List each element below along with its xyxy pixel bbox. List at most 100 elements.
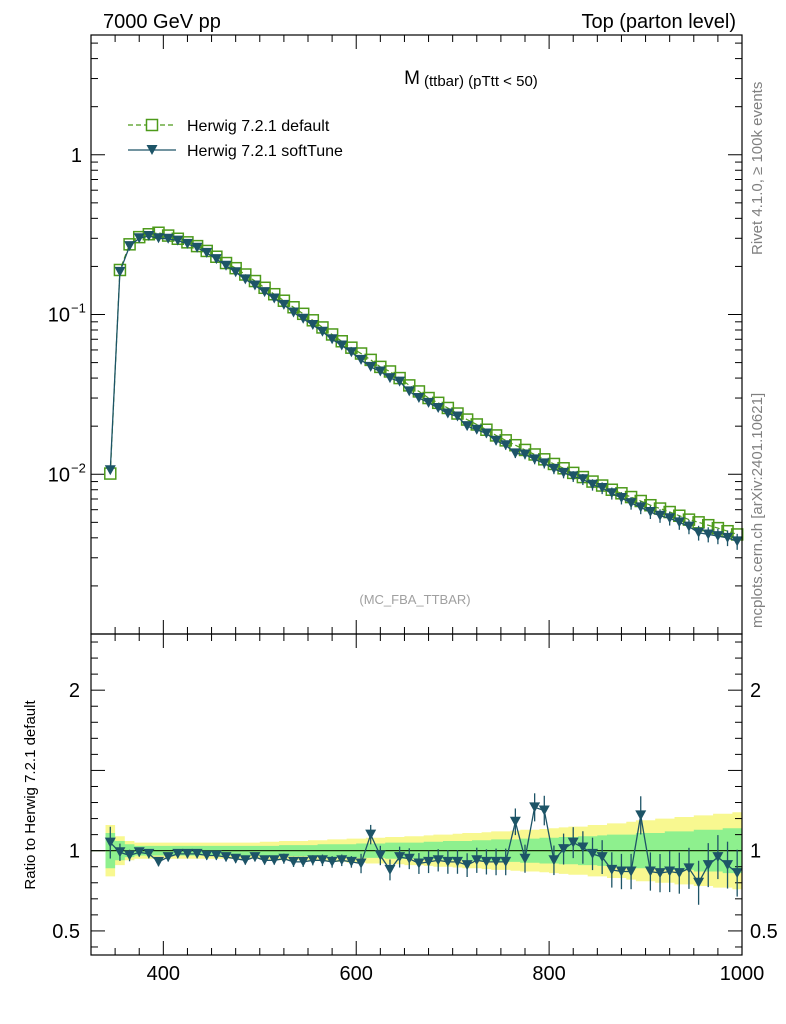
softtune-series-point [423, 397, 435, 408]
ratio-series-point [230, 853, 242, 864]
ratio-series-point [355, 858, 367, 869]
softtune-series-point [162, 233, 174, 244]
softtune-series-point [519, 449, 531, 460]
softtune-series-point [355, 354, 367, 365]
softtune-series-point [442, 408, 454, 419]
softtune-series-point [722, 532, 734, 543]
analysis-watermark: (MC_FBA_TTBAR) [359, 592, 470, 607]
softtune-series-point [567, 471, 579, 482]
ratio-series-point [297, 856, 309, 867]
softtune-series-point [548, 463, 560, 474]
ratio-series-point [210, 850, 222, 861]
ratio-y-tick-label-left: 0.5 [52, 921, 80, 943]
ratio-series-point [423, 856, 435, 867]
softtune-series-point [394, 376, 406, 387]
legend-softtune-label: Herwig 7.2.1 softTune [187, 143, 343, 160]
softtune-series-point [683, 521, 695, 532]
legend-default-label: Herwig 7.2.1 default [187, 118, 330, 135]
ratio-y-tick-label-right: 2 [750, 680, 761, 702]
ratio-data-layer [104, 793, 743, 905]
ratio-y-axis-label: Ratio to Herwig 7.2.1 default [22, 700, 39, 890]
softtune-series-point [230, 267, 242, 278]
ratio-series-point [104, 837, 116, 848]
ratio-series-point [201, 850, 213, 861]
softtune-series-point [374, 366, 386, 377]
softtune-series-point [201, 247, 213, 258]
main-panel: 10 −210 −11 M (ttbar) (pTtt < 50) (MC_FBA_… [48, 34, 744, 635]
main-y-tick-exponent: −2 [71, 460, 86, 475]
softtune-series-point [712, 531, 724, 542]
ratio-series-point [471, 855, 483, 866]
ratio-series-point [384, 864, 396, 875]
softtune-series-point [673, 517, 685, 528]
softtune-series-point [461, 421, 473, 432]
softtune-series-point [172, 235, 184, 246]
softtune-series-point [587, 479, 599, 490]
rivet-version-label: Rivet 4.1.0, ≥ 100k events [749, 82, 766, 255]
ratio-series-point [326, 856, 338, 867]
softtune-series-point [191, 242, 203, 253]
main-y-tick-labels: 10 −210 −11 [48, 145, 86, 486]
ratio-series-point [490, 856, 502, 867]
ratio-series-point [693, 877, 705, 888]
softtune-series-point [413, 393, 425, 404]
ratio-x-tick-label: 400 [147, 963, 180, 985]
softtune-series-point [490, 435, 502, 446]
ratio-y-tick-label-right: 0.5 [750, 921, 778, 943]
ratio-series-point [461, 860, 473, 871]
softtune-series-point [664, 513, 676, 524]
softtune-series-point [133, 233, 145, 244]
ratio-series-point [451, 856, 463, 867]
softtune-series-point [259, 287, 271, 298]
ratio-series-point [644, 866, 656, 877]
ratio-series-point [316, 855, 328, 866]
softtune-series-point [403, 386, 415, 397]
ratio-series-point [259, 855, 271, 866]
softtune-series-point [307, 319, 319, 330]
header-right: Top (parton level) [581, 11, 736, 33]
ratio-series-point [673, 868, 685, 879]
ratio-series-point [336, 855, 348, 866]
ratio-series-point [558, 844, 570, 855]
ratio-series-point [442, 856, 454, 867]
softtune-series-point [500, 440, 512, 451]
ratio-series-point [239, 855, 251, 866]
ratio-series-point [288, 856, 300, 867]
ratio-series-point [307, 855, 319, 866]
ratio-series-point [722, 860, 734, 871]
softtune-series-point [220, 260, 232, 271]
softtune-series-point [558, 467, 570, 478]
ratio-series-point [567, 837, 579, 848]
main-axis-ticks [91, 35, 743, 635]
ratio-series-point [683, 863, 695, 874]
softtune-series-point [606, 488, 618, 499]
ratio-series-point [191, 848, 203, 859]
ratio-series-point [529, 802, 541, 813]
ratio-series-point [538, 805, 550, 816]
softtune-series-point [625, 498, 637, 509]
ratio-series-point [143, 848, 155, 859]
softtune-series-point [124, 241, 136, 252]
softtune-series-point [114, 266, 126, 277]
ratio-series-point [403, 853, 415, 864]
softtune-series-point [451, 411, 463, 422]
ratio-series-point [172, 848, 184, 859]
softtune-series-point [104, 465, 116, 476]
default-series-line [109, 232, 738, 535]
ratio-y-tick-labels: 0.5 0.5 1 1 2 2 [52, 680, 778, 943]
softtune-series-point [143, 231, 155, 242]
ratio-series-point [731, 868, 743, 879]
ratio-series-point [702, 860, 714, 871]
main-y-tick-exponent: −1 [71, 301, 86, 316]
legend-softtune-marker [146, 145, 158, 155]
ratio-series-point [509, 816, 521, 827]
softtune-series-point [644, 507, 656, 518]
ratio-y-tick-label-right: 1 [750, 841, 761, 863]
ratio-series-point [114, 847, 126, 858]
ratio-series-point [664, 866, 676, 877]
softtune-series-point [288, 307, 300, 318]
ratio-y-tick-label-left: 1 [69, 841, 80, 863]
ratio-series-point [577, 842, 589, 853]
ratio-series-point [268, 855, 280, 866]
softtune-series-point [326, 334, 338, 345]
